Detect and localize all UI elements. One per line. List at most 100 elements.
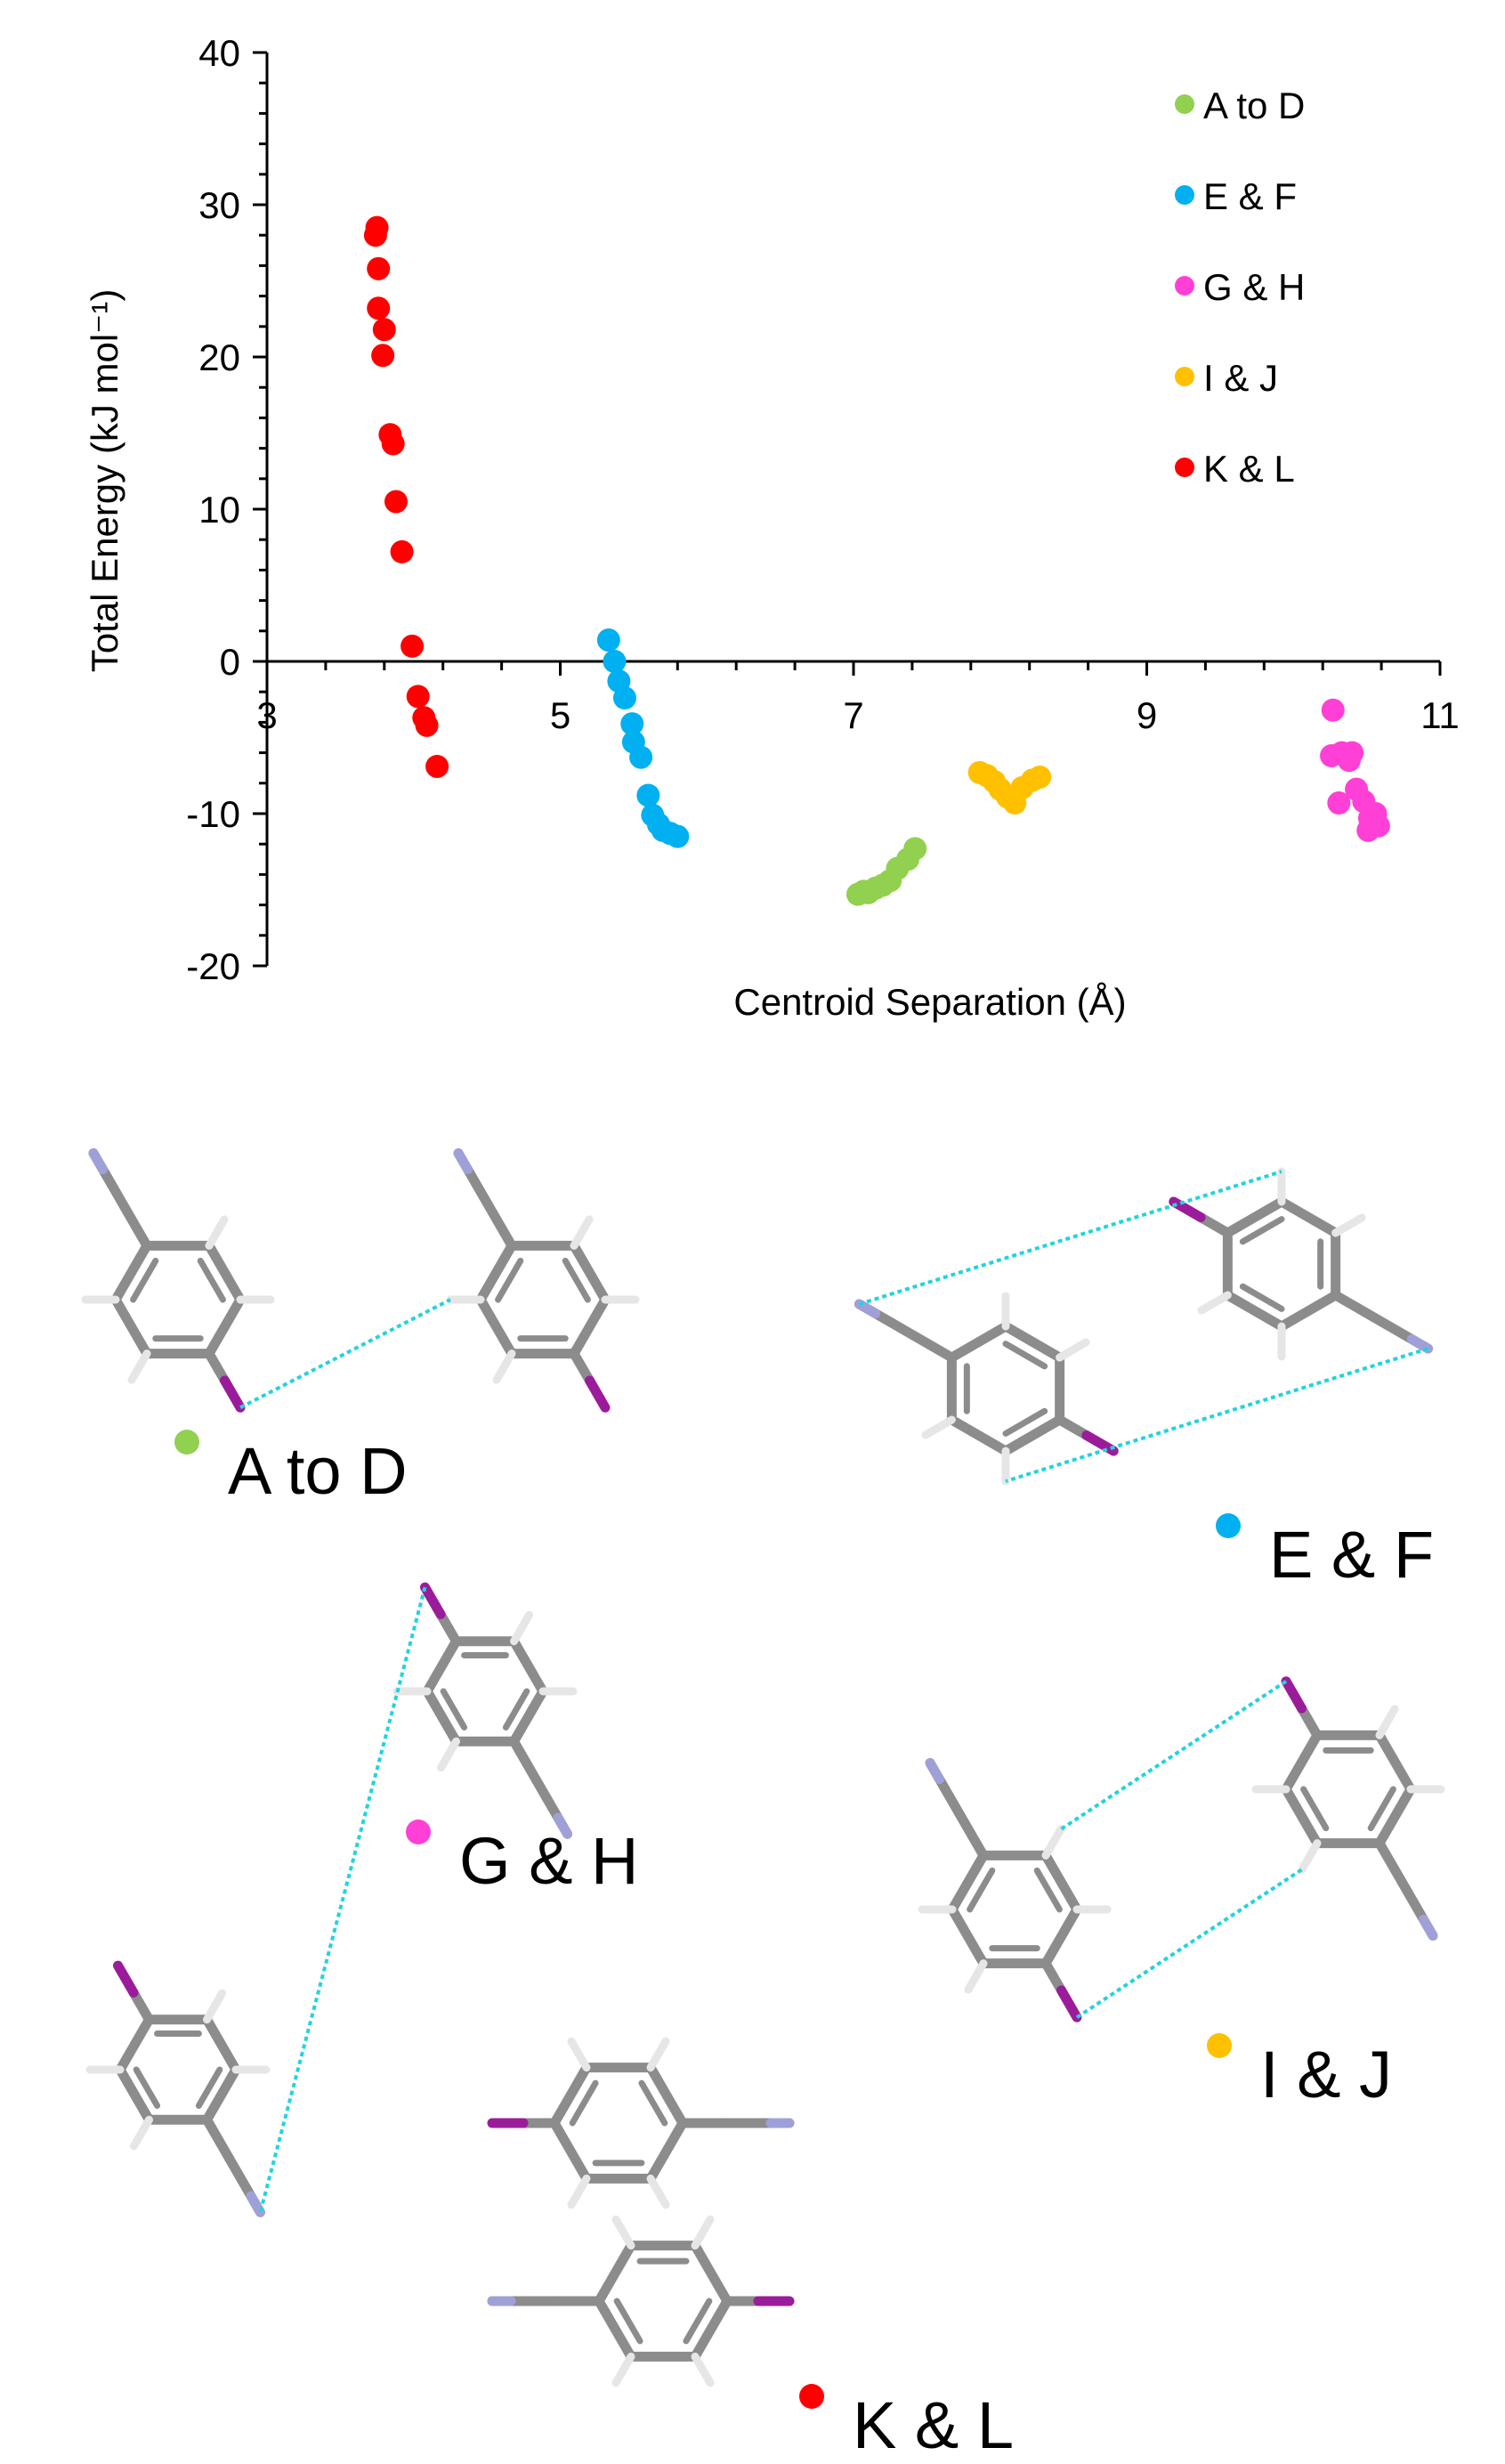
ring-bond bbox=[422, 1636, 461, 1697]
structure-a-to-d bbox=[81, 1147, 640, 1413]
ring-bond bbox=[509, 1686, 548, 1747]
iodine-atom bbox=[1056, 1985, 1082, 2022]
legend-label: G & H bbox=[1203, 266, 1305, 308]
aromatic-bond bbox=[1002, 1341, 1048, 1370]
iodine-atom bbox=[220, 1375, 246, 1413]
structure-g-and-h bbox=[85, 1582, 578, 2217]
data-point bbox=[666, 824, 690, 848]
molecule bbox=[918, 1757, 1112, 2022]
hydrogen-atom bbox=[1041, 1825, 1065, 1860]
nitrogen-atom bbox=[925, 1757, 944, 1785]
hydrogen-atom bbox=[130, 2115, 153, 2151]
series-g-h bbox=[1320, 698, 1390, 842]
series-a-to-d bbox=[846, 837, 927, 906]
data-points bbox=[363, 215, 1390, 906]
iodine-atom bbox=[113, 1960, 139, 1998]
legend-label: K & L bbox=[1203, 448, 1295, 490]
structure-captions: A to D E & F G & H I & J K & L bbox=[174, 1430, 1434, 2462]
hydrogen-atom bbox=[567, 2037, 591, 2072]
aromatic-bond bbox=[195, 2066, 223, 2110]
c-c-bond bbox=[202, 2114, 234, 2164]
caption-marker bbox=[799, 2384, 824, 2409]
data-point bbox=[390, 539, 414, 563]
molecule bbox=[81, 1147, 275, 1413]
aromatic-bond bbox=[562, 1257, 591, 1303]
data-point bbox=[381, 432, 405, 456]
ring-bond bbox=[645, 2118, 688, 2184]
c-c-bond bbox=[119, 1202, 152, 1251]
hydrogen-atom bbox=[510, 1610, 533, 1646]
hydrogen-atom bbox=[1298, 1839, 1322, 1874]
data-point bbox=[372, 318, 396, 342]
ring-bond bbox=[549, 2118, 592, 2184]
ring-bond bbox=[110, 1240, 152, 1305]
ring-bond bbox=[115, 2064, 154, 2125]
x-tick-label: 9 bbox=[1137, 694, 1157, 736]
ring-bond bbox=[475, 1294, 517, 1359]
iodine-atom bbox=[1281, 1676, 1307, 1714]
nitrogen-atom bbox=[553, 1812, 572, 1839]
hydrogen-atom bbox=[646, 2037, 670, 2072]
y-tick-label: -20 bbox=[186, 945, 240, 987]
y-tick-label: 40 bbox=[198, 32, 240, 74]
molecule bbox=[85, 1960, 271, 2217]
structure-panels bbox=[81, 1147, 1445, 2387]
c-i-bond bbox=[1297, 1703, 1323, 1740]
data-point bbox=[1321, 698, 1345, 722]
ring-bond bbox=[1040, 1850, 1082, 1915]
ring-bond bbox=[946, 1321, 1011, 1363]
y-tick-label: -10 bbox=[186, 793, 240, 835]
x-axis-title: Centroid Separation (Å) bbox=[733, 981, 1126, 1023]
ring-bond bbox=[1276, 1290, 1341, 1332]
aromatic-bond bbox=[495, 1257, 524, 1303]
hydrogen-atom bbox=[921, 1415, 956, 1439]
nitrogen-atom bbox=[453, 1147, 473, 1175]
scatter-chart: -20 -10 0 10 20 30 40 3 5 7 9 11 Centroid Separatio… bbox=[84, 32, 1460, 1023]
aromatic-bond bbox=[638, 2079, 668, 2127]
data-point bbox=[603, 650, 627, 673]
ring-bond bbox=[1222, 1290, 1287, 1332]
aromatic-bond bbox=[569, 2079, 599, 2127]
data-point bbox=[401, 634, 425, 658]
y-tick-label: 20 bbox=[198, 336, 240, 378]
c-i-bond bbox=[435, 1609, 461, 1647]
legend-marker bbox=[1175, 185, 1194, 205]
legend-marker bbox=[1175, 458, 1194, 477]
iodine-atom bbox=[1081, 1431, 1119, 1456]
y-tick-label: 10 bbox=[198, 489, 240, 531]
chart-legend: A to D E & F G & H I & J K & L bbox=[1175, 85, 1305, 490]
data-point bbox=[596, 628, 620, 652]
data-point bbox=[406, 685, 430, 709]
ring-bond bbox=[1281, 1784, 1323, 1849]
aromatic-bond bbox=[1002, 1407, 1048, 1437]
halogen-contact-line bbox=[1005, 1347, 1429, 1483]
c-c-bond bbox=[956, 1812, 989, 1860]
ring-bond bbox=[594, 2296, 636, 2362]
caption-marker bbox=[174, 1430, 199, 1455]
legend-label: I & J bbox=[1203, 357, 1278, 399]
data-point bbox=[415, 713, 439, 737]
data-point bbox=[371, 344, 395, 368]
ring-bond bbox=[202, 2064, 241, 2125]
ring-bond bbox=[1000, 1321, 1065, 1363]
caption-marker bbox=[1216, 1513, 1241, 1538]
ring-bond bbox=[594, 2241, 636, 2306]
molecule bbox=[487, 2215, 795, 2387]
data-point bbox=[612, 686, 636, 710]
ring-bond bbox=[1374, 1784, 1416, 1849]
x-tick-label: 5 bbox=[550, 694, 570, 736]
x-tick-label: 7 bbox=[843, 694, 863, 736]
ring-bond bbox=[422, 1686, 461, 1747]
legend-label: A to D bbox=[1203, 85, 1305, 126]
molecule bbox=[446, 1147, 640, 1413]
x-tick-label: 3 bbox=[256, 694, 277, 736]
caption-marker bbox=[1207, 2033, 1232, 2058]
hydrogen-atom bbox=[437, 1737, 460, 1772]
hydrogen-atom bbox=[646, 2174, 670, 2209]
molecule bbox=[854, 1292, 1119, 1486]
molecule bbox=[1251, 1676, 1445, 1941]
ring-bond bbox=[1281, 1730, 1323, 1795]
ring-bond bbox=[475, 1240, 517, 1305]
iodine-atom bbox=[585, 1375, 611, 1413]
